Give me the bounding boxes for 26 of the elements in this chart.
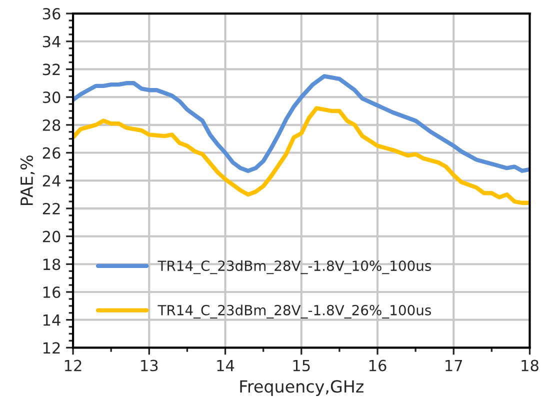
x-tick-label: 14 (217, 360, 234, 372)
y-tick-label: 20 (42, 230, 60, 242)
y-tick-label: 18 (43, 258, 60, 270)
y-tick-label: 34 (42, 36, 60, 48)
y-tick-label: 32 (42, 64, 60, 76)
legend-label: TR14_C_23dBm_28V_-1.8V_10%_100us (158, 260, 431, 274)
y-tick-label: 22 (42, 202, 60, 214)
x-axis-title: Frequency,GHz (240, 380, 364, 396)
x-tick-label: 15 (293, 360, 310, 372)
x-tick-label: 12 (64, 360, 82, 372)
y-tick-label: 14 (43, 314, 60, 326)
y-tick-label: 16 (43, 286, 60, 298)
x-tick-label: 17 (446, 360, 462, 372)
y-tick-label: 36 (42, 8, 60, 20)
legend-label: TR14_C_23dBm_28V_-1.8V_26%_100us (158, 304, 431, 318)
y-tick-label: 24 (42, 175, 60, 186)
line-series (73, 106, 530, 205)
x-tick-label: 18 (522, 360, 538, 372)
y-tick-label: 28 (42, 119, 60, 131)
y-tick-label: 26 (42, 147, 60, 159)
y-tick-label: 30 (42, 92, 60, 104)
line-series (73, 74, 530, 173)
x-tick-label: 13 (141, 360, 158, 372)
x-tick-label: 16 (369, 360, 386, 372)
y-tick-label: 12 (43, 342, 60, 354)
y-axis-title: PAE,% (20, 155, 35, 205)
